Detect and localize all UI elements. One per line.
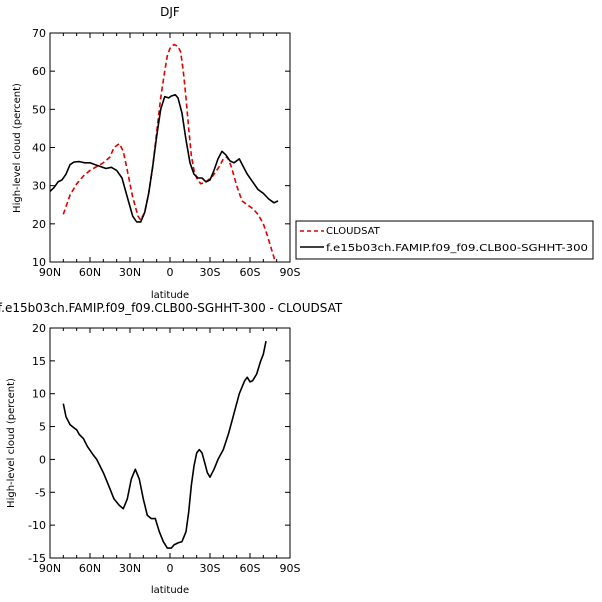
x-tick-label: 30N [119, 266, 141, 279]
bottom-chart-frame [49, 327, 291, 559]
y-tick-label: 40 [32, 142, 46, 155]
x-tick-label: 0 [167, 266, 174, 279]
y-tick-label: -5 [35, 486, 46, 499]
series-line-difference [62, 340, 267, 549]
legend-box [295, 220, 594, 260]
x-tick-label: 90S [280, 562, 301, 575]
legend-label-model: f.e15b03ch.FAMIP.f09_f09.CLB00-SGHHT-300 [326, 243, 588, 254]
x-tick-label: 60N [79, 562, 101, 575]
bottom-chart-xlabel: latitude [151, 585, 189, 596]
top-chart-ticks [49, 32, 291, 263]
y-tick-label: 50 [32, 103, 46, 116]
bottom-chart: f.e15b03ch.FAMIP.f09_f09.CLB00-SGHHT-300… [0, 301, 343, 596]
legend-label-cloudsat: CLOUDSAT [326, 226, 381, 237]
x-tick-label: 30N [119, 562, 141, 575]
bottom-chart-tick-labels: 90N 60N 30N 0 30S 60S 90S -15 -10 -5 0 5 10 15 20 [28, 322, 300, 575]
legend: CLOUDSAT f.e15b03ch.FAMIP.f09_f09.CLB00-… [295, 220, 594, 260]
x-tick-label: 30S [200, 562, 221, 575]
y-tick-label: 10 [32, 256, 46, 269]
y-tick-label: 30 [32, 180, 46, 193]
x-tick-label: 90N [39, 266, 61, 279]
top-chart-series [49, 43, 279, 263]
bottom-chart-ylabel: High-level cloud (percent) [6, 378, 17, 508]
top-chart-tick-labels: 90N 60N 30N 0 30S 60S 90S 10 20 30 40 50 60 70 [32, 27, 301, 279]
y-tick-label: 10 [32, 388, 46, 401]
y-tick-label: 0 [39, 453, 46, 466]
x-tick-label: 0 [167, 562, 174, 575]
x-tick-label: 60S [240, 562, 261, 575]
y-tick-label: 60 [32, 65, 46, 78]
x-tick-label: 90N [39, 562, 61, 575]
top-chart: DJF 90N 60N 30N 0 30S 60S 90S 10 20 30 40 50 60 70 la… [12, 5, 301, 301]
y-tick-label: 20 [32, 218, 46, 231]
y-tick-label: 15 [32, 355, 46, 368]
bottom-chart-title: f.e15b03ch.FAMIP.f09_f09.CLB00-SGHHT-300… [0, 301, 343, 315]
y-tick-label: 20 [32, 322, 46, 335]
bottom-chart-series [62, 340, 267, 549]
top-chart-title: DJF [160, 5, 180, 19]
y-tick-label: -15 [28, 552, 46, 565]
y-tick-label: 70 [32, 27, 46, 40]
x-tick-label: 30S [200, 266, 221, 279]
x-tick-label: 90S [280, 266, 301, 279]
top-chart-frame [49, 32, 291, 263]
x-tick-label: 60N [79, 266, 101, 279]
x-tick-label: 60S [240, 266, 261, 279]
top-chart-ylabel: High-level cloud (percent) [12, 83, 23, 213]
y-tick-label: 5 [39, 421, 46, 434]
series-line-f-e15b03ch-famip-f09-f09-clb00 [49, 94, 279, 223]
y-tick-label: -10 [28, 519, 46, 532]
top-chart-xlabel: latitude [151, 290, 189, 301]
series-line-cloudsat [62, 43, 277, 263]
